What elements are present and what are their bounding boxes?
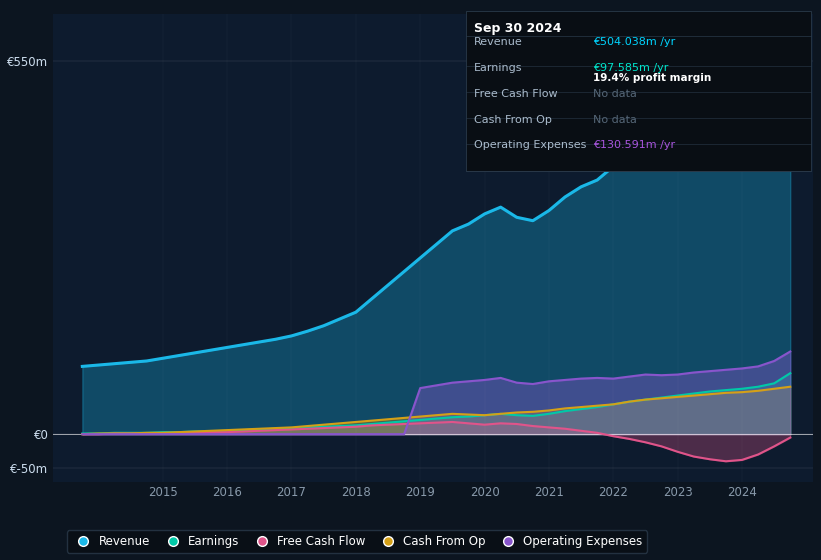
Text: No data: No data <box>593 115 636 125</box>
Legend: Revenue, Earnings, Free Cash Flow, Cash From Op, Operating Expenses: Revenue, Earnings, Free Cash Flow, Cash … <box>67 530 648 553</box>
Text: Operating Expenses: Operating Expenses <box>474 141 586 151</box>
Text: Revenue: Revenue <box>474 38 522 48</box>
Text: €504.038m /yr: €504.038m /yr <box>593 38 675 48</box>
Text: €97.585m /yr: €97.585m /yr <box>593 63 668 73</box>
Text: Cash From Op: Cash From Op <box>474 115 552 125</box>
Text: Sep 30 2024: Sep 30 2024 <box>474 22 562 35</box>
Text: €130.591m /yr: €130.591m /yr <box>593 141 675 151</box>
Text: Earnings: Earnings <box>474 63 522 73</box>
Text: No data: No data <box>593 89 636 99</box>
Text: Free Cash Flow: Free Cash Flow <box>474 89 557 99</box>
Text: 19.4% profit margin: 19.4% profit margin <box>593 73 711 83</box>
